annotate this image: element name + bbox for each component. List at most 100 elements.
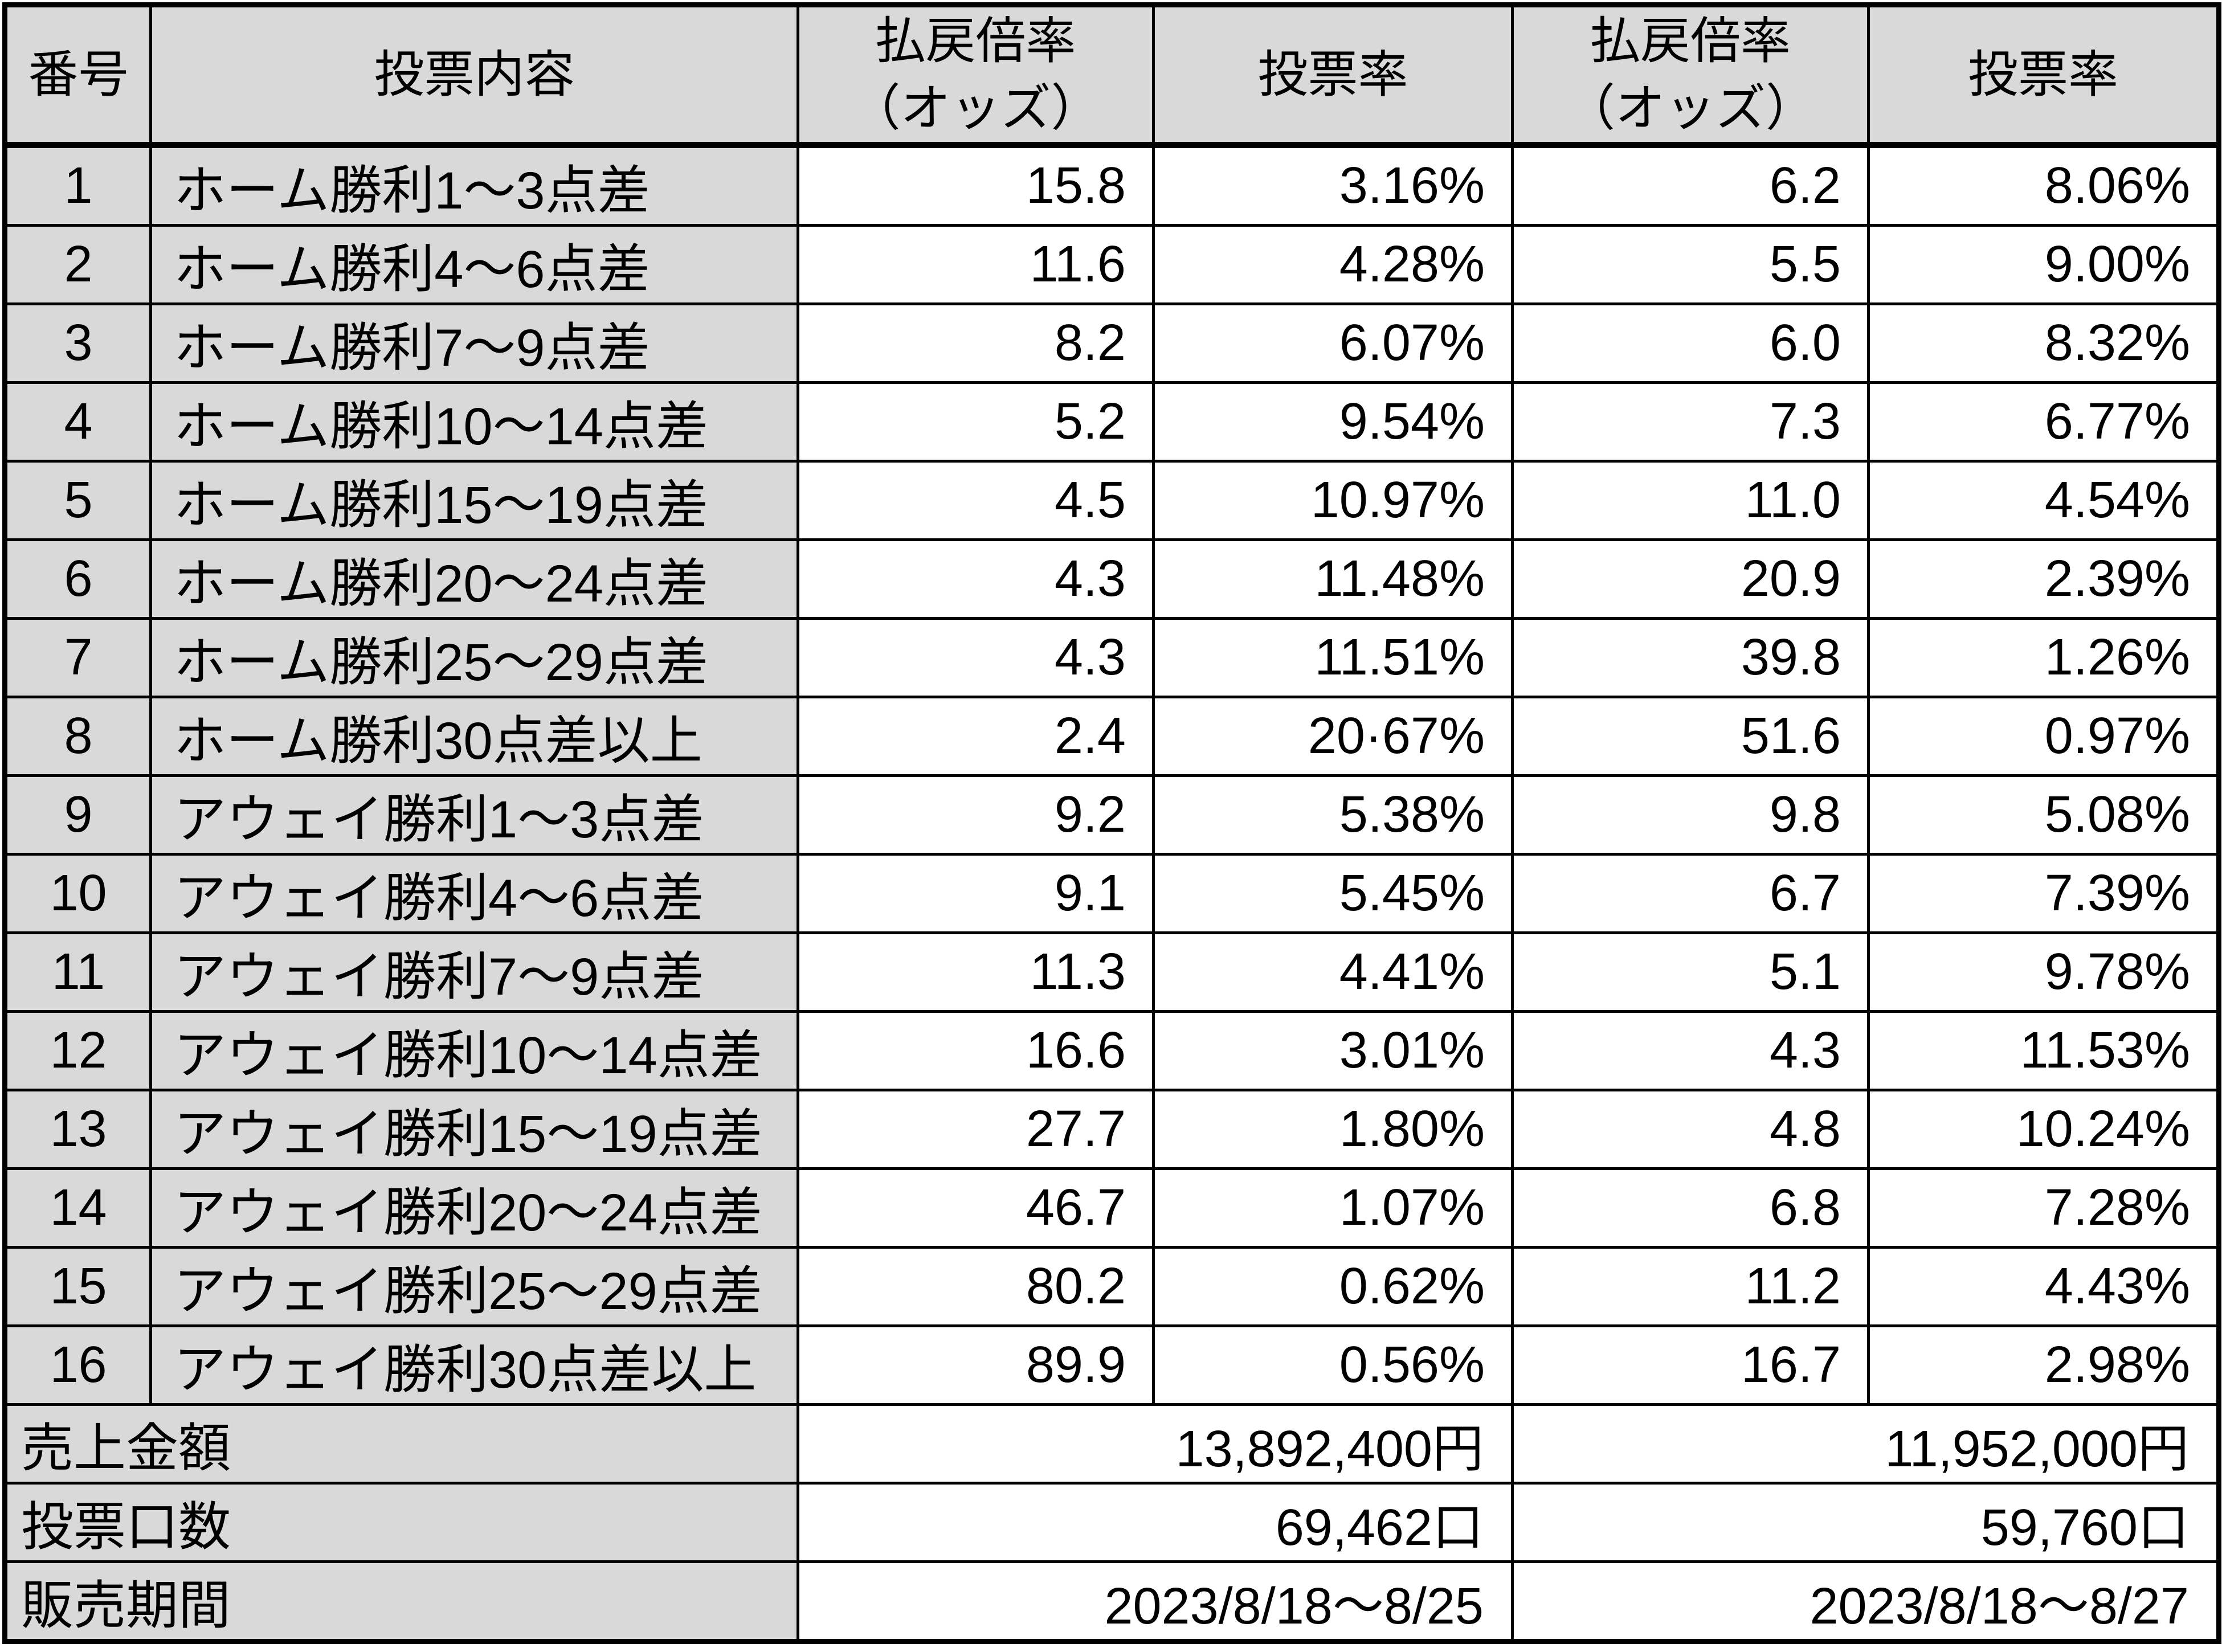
rate1-cell: 3.01% (1152, 1010, 1514, 1091)
header-content: 投票内容 (149, 3, 799, 148)
content-cell: ホーム勝利20～24点差 (149, 538, 799, 620)
sales-period-label: 販売期間 (3, 1560, 799, 1643)
header-odds-1: 払戻倍率 （オッズ） (797, 3, 1155, 148)
sales-period-value-2: 2023/8/18～8/27 (1511, 1560, 2220, 1643)
odds2-cell: 39.8 (1511, 617, 1870, 698)
odds1-cell: 46.7 (797, 1167, 1155, 1249)
header-odds-2-line1: 払戻倍率 (1590, 13, 1791, 69)
odds1-cell: 5.2 (797, 381, 1155, 463)
sales-period-row: 販売期間 2023/8/18～8/25 2023/8/18～8/27 (3, 1560, 2220, 1643)
row-no-cell: 10 (3, 853, 152, 934)
rate2-cell: 11.53% (1867, 1010, 2220, 1091)
content-cell: アウェイ勝利4～6点差 (149, 853, 799, 934)
ticket-count-value-2: 59,760口 (1511, 1482, 2220, 1563)
content-cell: ホーム勝利4～6点差 (149, 224, 799, 305)
sales-amount-label: 売上金額 (3, 1403, 799, 1485)
row-no-cell: 11 (3, 931, 152, 1013)
row-no-cell: 8 (3, 696, 152, 777)
header-odds-1-line2: （オッズ） (850, 80, 1101, 136)
table-row: 5 ホーム勝利15～19点差 4.5 10.97% 11.0 4.54% (3, 460, 2220, 541)
content-cell: アウェイ勝利30点差以上 (149, 1324, 799, 1406)
odds2-cell: 4.8 (1511, 1089, 1870, 1170)
rate1-cell: 9.54% (1152, 381, 1514, 463)
sales-amount-value-2: 11,952,000円 (1511, 1403, 2220, 1485)
header-rate-2: 投票率 (1867, 3, 2220, 148)
odds1-cell: 8.2 (797, 302, 1155, 384)
rate1-cell: 5.45% (1152, 853, 1514, 934)
rate1-cell: 6.07% (1152, 302, 1514, 384)
rate2-cell: 2.39% (1867, 538, 2220, 620)
content-cell: ホーム勝利7～9点差 (149, 302, 799, 384)
table-row: 2 ホーム勝利4～6点差 11.6 4.28% 5.5 9.00% (3, 224, 2220, 305)
sales-amount-value-1: 13,892,400円 (797, 1403, 1514, 1485)
rate1-cell: 3.16% (1152, 144, 1514, 227)
row-no-cell: 16 (3, 1324, 152, 1406)
header-no: 番号 (3, 3, 152, 148)
header-odds-2: 払戻倍率 （オッズ） (1511, 3, 1870, 148)
odds1-cell: 80.2 (797, 1246, 1155, 1327)
table-row: 14 アウェイ勝利20～24点差 46.7 1.07% 6.8 7.28% (3, 1167, 2220, 1249)
sales-amount-row: 売上金額 13,892,400円 11,952,000円 (3, 1403, 2220, 1485)
odds2-cell: 6.0 (1511, 302, 1870, 384)
table-row: 1 ホーム勝利1～3点差 15.8 3.16% 6.2 8.06% (3, 144, 2220, 227)
row-no-cell: 2 (3, 224, 152, 305)
rate2-cell: 8.06% (1867, 144, 2220, 227)
odds1-cell: 27.7 (797, 1089, 1155, 1170)
content-cell: アウェイ勝利15～19点差 (149, 1089, 799, 1170)
odds2-cell: 20.9 (1511, 538, 1870, 620)
row-no-cell: 4 (3, 381, 152, 463)
rate2-cell: 9.00% (1867, 224, 2220, 305)
rate2-cell: 5.08% (1867, 774, 2220, 856)
rate2-cell: 4.43% (1867, 1246, 2220, 1327)
row-no-cell: 12 (3, 1010, 152, 1091)
odds1-cell: 4.3 (797, 538, 1155, 620)
odds1-cell: 2.4 (797, 696, 1155, 777)
rate2-cell: 1.26% (1867, 617, 2220, 698)
header-odds-2-line2: （オッズ） (1565, 80, 1816, 136)
row-no-cell: 9 (3, 774, 152, 856)
row-no-cell: 5 (3, 460, 152, 541)
table-row: 10 アウェイ勝利4～6点差 9.1 5.45% 6.7 7.39% (3, 853, 2220, 934)
content-cell: アウェイ勝利20～24点差 (149, 1167, 799, 1249)
rate2-cell: 7.39% (1867, 853, 2220, 934)
rate2-cell: 4.54% (1867, 460, 2220, 541)
rate1-cell: 0.62% (1152, 1246, 1514, 1327)
rate2-cell: 2.98% (1867, 1324, 2220, 1406)
table-row: 16 アウェイ勝利30点差以上 89.9 0.56% 16.7 2.98% (3, 1324, 2220, 1406)
header-odds-1-line1: 払戻倍率 (875, 13, 1076, 69)
rate2-cell: 9.78% (1867, 931, 2220, 1013)
row-no-cell: 15 (3, 1246, 152, 1327)
row-no-cell: 6 (3, 538, 152, 620)
ticket-count-row: 投票口数 69,462口 59,760口 (3, 1482, 2220, 1563)
rate2-cell: 6.77% (1867, 381, 2220, 463)
table-row: 6 ホーム勝利20～24点差 4.3 11.48% 20.9 2.39% (3, 538, 2220, 620)
odds2-cell: 16.7 (1511, 1324, 1870, 1406)
odds1-cell: 11.6 (797, 224, 1155, 305)
content-cell: アウェイ勝利10～14点差 (149, 1010, 799, 1091)
content-cell: アウェイ勝利25～29点差 (149, 1246, 799, 1327)
row-no-cell: 3 (3, 302, 152, 384)
header-row: 番号 投票内容 払戻倍率 （オッズ） 投票率 払戻倍率 （オッズ） 投票率 (3, 3, 2220, 148)
ticket-count-value-1: 69,462口 (797, 1482, 1514, 1563)
rate1-cell: 11.48% (1152, 538, 1514, 620)
odds1-cell: 4.3 (797, 617, 1155, 698)
table-row: 12 アウェイ勝利10～14点差 16.6 3.01% 4.3 11.53% (3, 1010, 2220, 1091)
content-cell: ホーム勝利15～19点差 (149, 460, 799, 541)
ticket-count-label: 投票口数 (3, 1482, 799, 1563)
table-row: 11 アウェイ勝利7～9点差 11.3 4.41% 5.1 9.78% (3, 931, 2220, 1013)
rate1-cell: 1.07% (1152, 1167, 1514, 1249)
row-no-cell: 14 (3, 1167, 152, 1249)
odds2-cell: 11.2 (1511, 1246, 1870, 1327)
sales-period-value-1: 2023/8/18～8/25 (797, 1560, 1514, 1643)
content-cell: アウェイ勝利1～3点差 (149, 774, 799, 856)
row-no-cell: 1 (3, 144, 152, 227)
odds1-cell: 9.1 (797, 853, 1155, 934)
row-no-cell: 13 (3, 1089, 152, 1170)
rate2-cell: 7.28% (1867, 1167, 2220, 1249)
odds2-cell: 6.8 (1511, 1167, 1870, 1249)
rate1-cell: 0.56% (1152, 1324, 1514, 1406)
table-row: 7 ホーム勝利25～29点差 4.3 11.51% 39.8 1.26% (3, 617, 2220, 698)
odds1-cell: 4.5 (797, 460, 1155, 541)
table-row: 8 ホーム勝利30点差以上 2.4 20·67% 51.6 0.97% (3, 696, 2220, 777)
